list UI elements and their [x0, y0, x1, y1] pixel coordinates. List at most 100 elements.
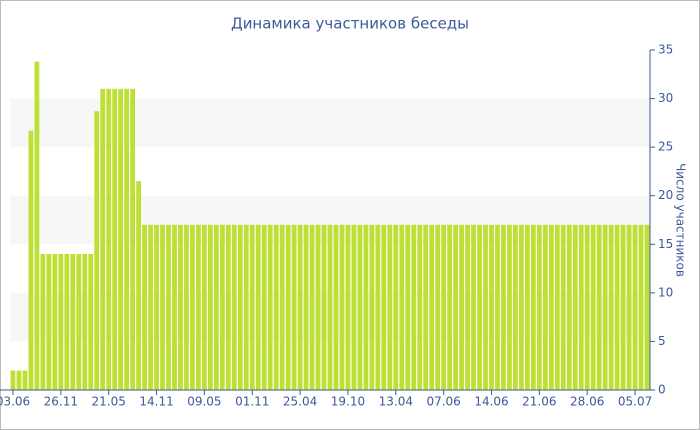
bar	[160, 224, 165, 390]
bar	[315, 224, 321, 390]
x-tick-label: 14.06	[474, 395, 508, 409]
bar	[465, 224, 470, 390]
bar	[88, 254, 94, 390]
bar	[524, 224, 530, 390]
y-axis-title: Число участников	[674, 163, 688, 277]
bar	[196, 224, 201, 390]
bar	[351, 224, 357, 390]
bar	[417, 224, 423, 390]
bar	[405, 224, 411, 390]
bar	[273, 224, 279, 390]
bar	[202, 224, 207, 390]
bar	[94, 111, 100, 390]
y-tick-label: 35	[658, 43, 673, 57]
bar	[184, 224, 189, 390]
bar	[447, 224, 453, 390]
bar	[513, 224, 518, 390]
bar	[279, 224, 285, 390]
y-tick-label: 25	[658, 140, 673, 154]
bar	[608, 224, 614, 390]
bar	[243, 224, 249, 390]
bar	[16, 370, 22, 390]
bar	[46, 254, 52, 390]
bar	[237, 224, 243, 390]
bar	[76, 254, 82, 390]
bar	[501, 224, 506, 390]
bar	[441, 224, 447, 390]
bar	[231, 224, 237, 390]
bar	[124, 88, 130, 390]
bar	[64, 254, 70, 390]
bar	[142, 224, 147, 390]
bar	[219, 224, 225, 390]
bar	[596, 224, 602, 390]
bar	[381, 224, 387, 390]
x-tick-label: 09.05	[187, 395, 221, 409]
x-tick-label: 19.10	[331, 395, 365, 409]
bar	[453, 224, 458, 390]
x-tick-label: 26.11	[44, 395, 78, 409]
x-tick-label: 01.11	[235, 395, 269, 409]
bar	[345, 224, 351, 390]
bar	[632, 224, 638, 390]
y-tick-label: 0	[658, 383, 666, 397]
bar	[82, 254, 88, 390]
bar	[644, 224, 650, 390]
bar	[429, 224, 435, 390]
bar	[536, 224, 542, 390]
bar	[489, 224, 494, 390]
bar	[213, 224, 219, 390]
bar	[172, 224, 177, 390]
bar	[267, 224, 273, 390]
bar	[471, 224, 476, 390]
bar	[590, 224, 596, 390]
x-tick-label: 07.06	[426, 395, 460, 409]
bar	[40, 254, 46, 390]
x-tick-label: 25.04	[283, 395, 317, 409]
bar	[375, 224, 381, 390]
bar	[178, 224, 183, 390]
bar	[548, 224, 554, 390]
bar	[261, 224, 267, 390]
bar	[10, 370, 16, 390]
bar	[393, 224, 399, 390]
bar	[435, 224, 441, 390]
bar	[626, 224, 632, 390]
bar	[58, 254, 64, 390]
bar	[411, 224, 417, 390]
x-tick-label: 05.07	[618, 395, 652, 409]
bar	[154, 224, 159, 390]
bar	[52, 254, 58, 390]
bar	[519, 224, 524, 390]
bar	[22, 370, 28, 390]
bar	[572, 224, 578, 390]
bar	[357, 224, 363, 390]
bar	[130, 88, 136, 390]
bar	[387, 224, 393, 390]
x-tick-label: 14.11	[139, 395, 173, 409]
bar	[399, 224, 405, 390]
bar	[100, 88, 106, 390]
bar	[363, 224, 369, 390]
bar	[327, 224, 333, 390]
bar	[459, 224, 464, 390]
bar	[136, 181, 141, 390]
bar	[190, 224, 195, 390]
bar	[333, 224, 339, 390]
bar	[70, 254, 76, 390]
bar	[578, 224, 584, 390]
bar	[614, 224, 620, 390]
bar	[554, 224, 560, 390]
bar	[309, 224, 315, 390]
bar	[620, 224, 626, 390]
bar	[542, 224, 548, 390]
chart-title: Динамика участников беседы	[231, 15, 469, 33]
bar	[106, 88, 112, 390]
y-tick-label: 10	[658, 285, 673, 299]
bar	[207, 224, 213, 390]
bar	[28, 130, 34, 390]
bar	[477, 224, 482, 390]
bar	[297, 224, 303, 390]
bar	[495, 224, 500, 390]
bar	[584, 224, 590, 390]
